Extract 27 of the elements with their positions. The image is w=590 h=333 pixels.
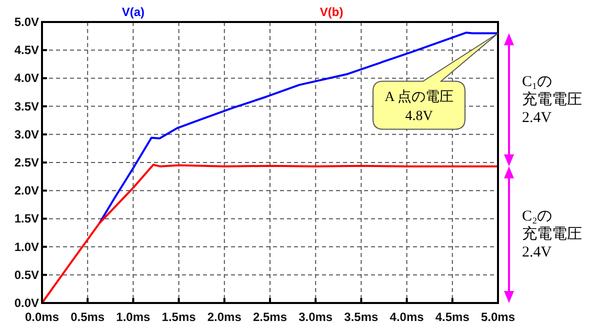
y-tick-label: 1.5V <box>14 212 39 226</box>
annotation: A 点の電圧 4.8V <box>384 89 454 124</box>
x-tick-label: 3.0ms <box>298 310 333 324</box>
x-tick-label: 2.0ms <box>207 310 242 324</box>
x-tick-label: 4.0ms <box>390 310 424 324</box>
text: C₁の充電電圧 2.4V <box>522 74 582 126</box>
text: V(b) <box>320 5 344 19</box>
x-tick-label: 5.0ms <box>480 310 516 324</box>
text: C₂の充電電圧 2.4V <box>522 208 582 261</box>
y-tick-label: 5.0V <box>14 15 39 29</box>
text: V(a) <box>122 5 145 19</box>
y-tick-label: 2.5V <box>14 156 39 170</box>
x-tick-label: 3.5ms <box>344 310 379 324</box>
y-tick-label: 2.0V <box>14 184 39 198</box>
y-tick-label: 1.0V <box>14 240 39 254</box>
x-tick-label: 0.5ms <box>70 310 105 324</box>
y-tick-label: 0.0V <box>14 296 39 310</box>
x-tick-label: 1.0ms <box>116 310 151 324</box>
x-tick-label: 2.5ms <box>252 310 288 324</box>
x-tick-label: 1.5ms <box>162 310 196 324</box>
y-tick-label: 4.5V <box>14 43 39 58</box>
y-tick-label: 0.5V <box>14 268 39 282</box>
y-tick-label: 3.0V <box>14 127 39 142</box>
y-tick-label: 4.0V <box>14 71 39 86</box>
x-tick-label: 4.5ms <box>435 310 470 324</box>
x-tick-label: 0.0ms <box>24 310 60 324</box>
y-tick-label: 3.5V <box>14 99 39 114</box>
